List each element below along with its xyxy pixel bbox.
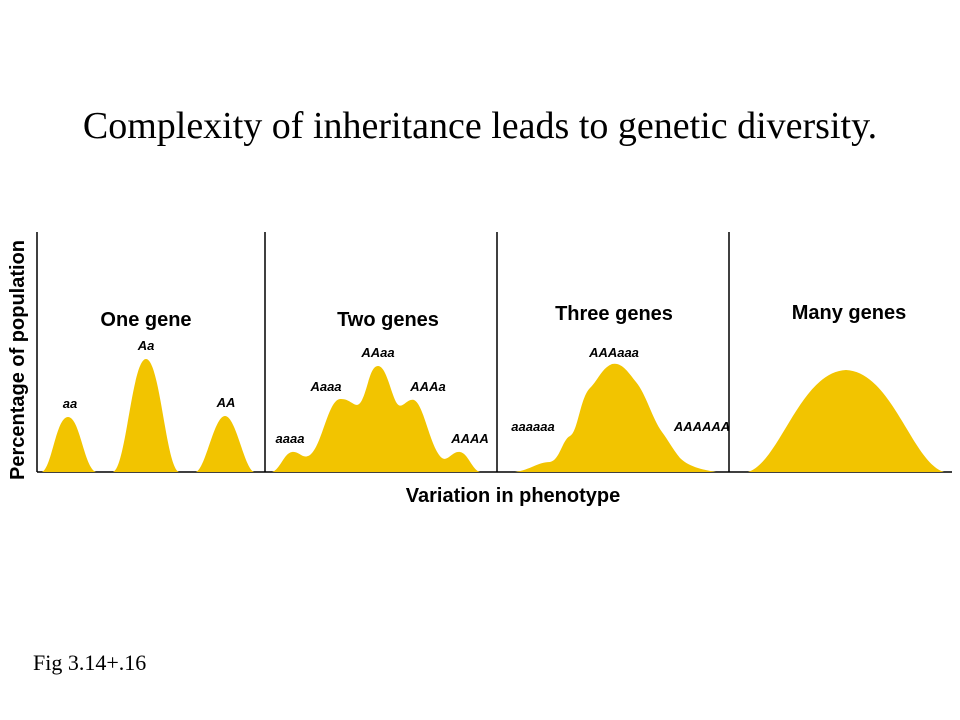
genotype-label: aaaaaa xyxy=(511,419,554,434)
genotype-label: AAAa xyxy=(409,379,445,394)
genotype-label: AAAaaa xyxy=(588,345,639,360)
peak-AA xyxy=(196,416,254,472)
x-axis-label: Variation in phenotype xyxy=(406,485,620,507)
genotype-label: aaaa xyxy=(276,431,305,446)
genotype-label: AAaa xyxy=(360,345,394,360)
genotype-label: aa xyxy=(63,396,77,411)
genotype-label: AA xyxy=(216,395,236,410)
genotype-label: Aa xyxy=(137,338,155,353)
panel-title: Two genes xyxy=(337,309,439,331)
peak-Aa xyxy=(113,359,179,472)
figure-caption: Fig 3.14+.16 xyxy=(33,650,147,675)
genotype-label: AAAAAA xyxy=(673,419,730,434)
panel-many-genes: Many genes xyxy=(748,302,944,472)
genotype-label: Aaaa xyxy=(309,379,341,394)
panel-one-gene: One gene aa Aa AA xyxy=(42,309,254,472)
peak-aa xyxy=(42,417,96,472)
panel-title: Three genes xyxy=(555,303,673,325)
panel-two-genes: Two genes aaaa Aaaa AAaa AAAa AAAA xyxy=(272,309,489,472)
slide-title: Complexity of inheritance leads to genet… xyxy=(82,105,878,147)
panel-title: Many genes xyxy=(792,302,906,324)
y-axis-label: Percentage of population xyxy=(7,240,29,480)
distribution-many-genes xyxy=(748,370,944,472)
panel-title: One gene xyxy=(100,309,191,331)
genotype-label: AAAA xyxy=(450,431,489,446)
distribution-three-genes xyxy=(515,363,716,472)
panel-three-genes: Three genes aaaaaa AAAaaa AAAAAA xyxy=(511,303,730,472)
distribution-two-genes xyxy=(272,366,480,472)
